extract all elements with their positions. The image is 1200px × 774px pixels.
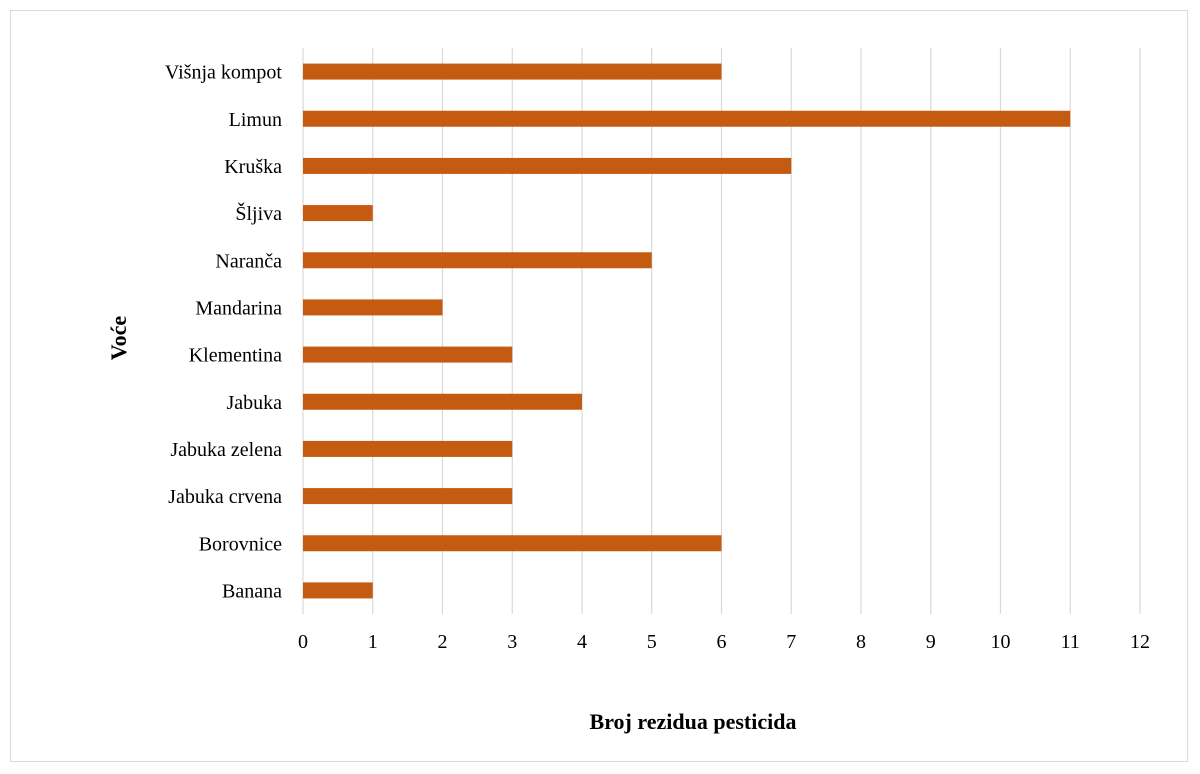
bar <box>303 535 722 552</box>
bar <box>303 110 1071 127</box>
bar <box>303 157 792 174</box>
bar <box>303 299 443 316</box>
x-tick-label: 3 <box>507 631 517 653</box>
bar <box>303 346 513 363</box>
x-tick-label: 8 <box>856 631 866 653</box>
category-label: Šljiva <box>235 201 282 225</box>
category-label: Banana <box>222 580 282 602</box>
grid-lines <box>302 48 1141 614</box>
x-tick-label: 11 <box>1061 631 1080 653</box>
bar <box>303 393 582 410</box>
y-axis-title: Voće <box>106 316 131 361</box>
category-label: Jabuka zelena <box>170 439 282 461</box>
bar <box>303 582 373 599</box>
category-label: Višnja kompot <box>165 62 283 84</box>
category-label: Mandarina <box>195 297 282 319</box>
x-axis-title: Broj rezidua pesticida <box>590 709 797 734</box>
x-tick-labels: 0 1 2 3 4 5 6 7 8 9 10 11 12 <box>298 631 1150 653</box>
x-tick-label: 9 <box>926 631 936 653</box>
x-tick-label: 12 <box>1130 631 1150 653</box>
category-labels: Višnja kompot Limun Kruška Šljiva Naranča Man… <box>165 62 283 603</box>
category-label: Jabuka <box>226 392 282 414</box>
bar <box>303 488 513 505</box>
chart-frame <box>10 10 1188 762</box>
category-label: Kruška <box>224 156 282 178</box>
bars <box>303 63 1071 599</box>
category-label: Klementina <box>189 345 282 367</box>
bar <box>303 205 373 222</box>
x-tick-label: 4 <box>577 631 587 653</box>
x-tick-label: 0 <box>298 631 308 653</box>
bar <box>303 440 513 457</box>
x-tick-label: 7 <box>786 631 796 653</box>
category-label: Jabuka crvena <box>168 486 282 508</box>
x-tick-label: 10 <box>991 631 1011 653</box>
x-tick-label: 1 <box>368 631 378 653</box>
category-label: Borovnice <box>199 533 282 555</box>
bar <box>303 63 722 80</box>
category-label: Limun <box>229 109 282 131</box>
x-tick-label: 2 <box>438 631 448 653</box>
x-tick-label: 5 <box>647 631 657 653</box>
x-tick-label: 6 <box>717 631 727 653</box>
category-label: Naranča <box>215 250 282 272</box>
bar <box>303 252 652 269</box>
